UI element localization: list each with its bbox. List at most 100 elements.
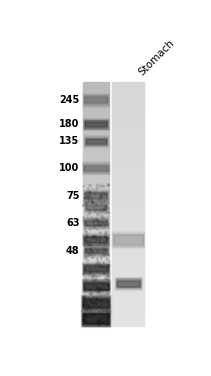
Bar [83, 216, 109, 229]
Bar [83, 262, 109, 265]
Bar [112, 286, 144, 290]
Bar [112, 233, 144, 247]
Bar [83, 292, 109, 296]
Bar [84, 266, 107, 271]
Bar [112, 305, 144, 308]
Bar [84, 282, 108, 290]
Bar [84, 120, 108, 129]
Bar [83, 162, 109, 173]
Bar [82, 93, 110, 107]
Bar [83, 183, 109, 186]
Bar [86, 139, 106, 143]
Bar [112, 149, 144, 153]
Bar [112, 320, 144, 323]
Bar [116, 279, 140, 287]
Bar [85, 97, 107, 102]
Bar [112, 134, 144, 138]
Bar [83, 222, 109, 226]
Bar [112, 171, 144, 174]
Bar [112, 311, 144, 314]
Bar [112, 201, 144, 205]
Bar [81, 311, 110, 326]
Bar [112, 271, 144, 274]
Bar [83, 225, 109, 229]
Bar [83, 299, 108, 307]
Bar [83, 314, 109, 317]
Bar [83, 174, 109, 177]
Bar [83, 110, 109, 113]
Bar [83, 140, 109, 144]
Bar [83, 168, 109, 171]
Bar [84, 191, 108, 201]
Bar [112, 122, 144, 125]
Bar [83, 137, 109, 141]
Bar [112, 314, 144, 317]
Bar [85, 121, 107, 127]
Bar [84, 96, 108, 104]
Bar [83, 201, 109, 205]
Bar [83, 234, 109, 246]
Bar [112, 110, 144, 113]
Bar [82, 161, 110, 174]
Bar [83, 283, 109, 287]
Bar [112, 268, 144, 271]
Bar [83, 213, 109, 217]
Bar [113, 234, 143, 245]
Bar [83, 317, 109, 320]
Bar [83, 228, 109, 232]
Bar [83, 286, 109, 290]
Bar [112, 104, 144, 107]
Bar [84, 191, 107, 200]
Bar [83, 186, 109, 189]
Bar [112, 295, 144, 299]
Bar [112, 192, 144, 195]
Text: 180: 180 [59, 119, 80, 129]
Bar [82, 262, 110, 276]
Bar [83, 259, 109, 262]
Bar [85, 203, 107, 211]
Bar [112, 180, 144, 183]
Bar [83, 165, 109, 168]
Bar [83, 311, 109, 314]
Bar [85, 237, 107, 242]
Bar [83, 314, 109, 324]
Bar [112, 125, 144, 128]
Bar [84, 136, 108, 146]
Bar [112, 140, 144, 144]
Bar [84, 236, 108, 244]
Bar [83, 119, 108, 129]
Bar [112, 262, 144, 265]
Bar [112, 177, 144, 180]
Bar [83, 323, 109, 326]
Bar [112, 92, 144, 95]
Bar [84, 246, 108, 255]
Bar [83, 189, 109, 192]
Bar [83, 143, 109, 147]
Bar [84, 202, 108, 212]
Bar [83, 274, 109, 277]
Bar [83, 271, 109, 274]
Bar [112, 317, 144, 320]
Bar [112, 95, 144, 98]
Bar [83, 122, 109, 125]
Bar [83, 268, 109, 271]
Bar [112, 219, 144, 223]
Bar [112, 250, 144, 253]
Bar [111, 231, 145, 248]
Bar [112, 277, 144, 280]
Bar [85, 248, 107, 253]
Bar [83, 128, 109, 131]
Bar [116, 280, 140, 287]
Bar [84, 120, 107, 128]
Bar [112, 289, 144, 293]
Bar [112, 222, 144, 226]
Bar [112, 158, 144, 162]
Bar [83, 320, 109, 323]
Bar [83, 152, 109, 156]
Bar [83, 116, 109, 119]
Bar [83, 107, 109, 110]
Bar [112, 253, 144, 256]
Bar [83, 192, 109, 195]
Bar [83, 297, 109, 309]
Bar [112, 225, 144, 229]
